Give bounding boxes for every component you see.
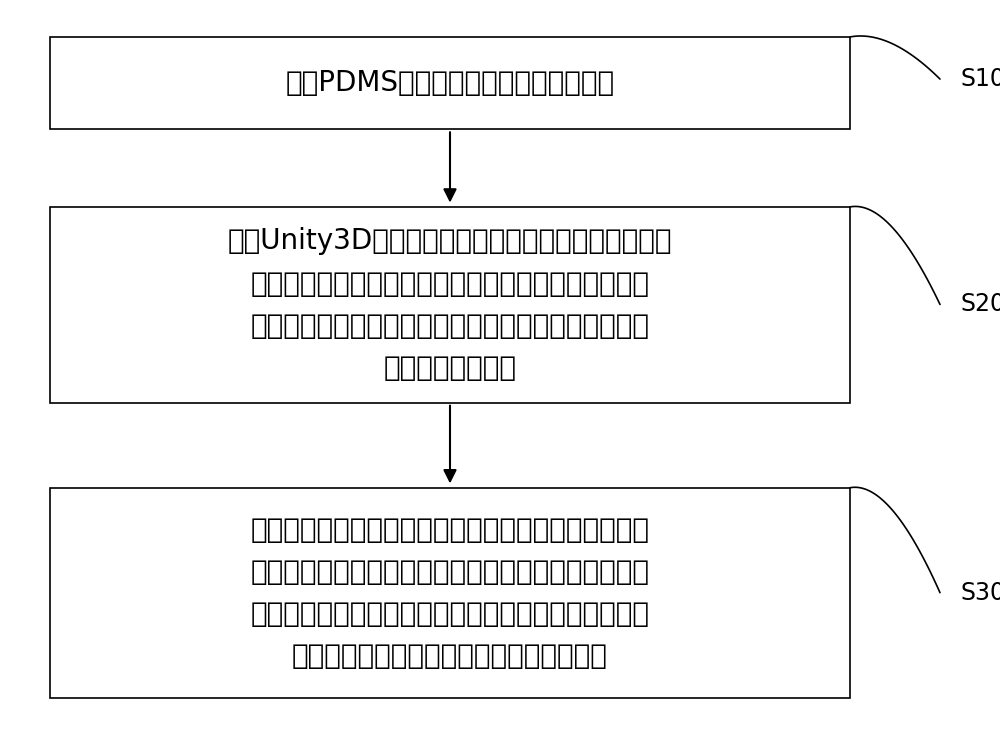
Text: S20: S20: [960, 293, 1000, 316]
Text: S10: S10: [960, 67, 1000, 91]
Text: 利用PDMS建模获取核电厂三维布置模型: 利用PDMS建模获取核电厂三维布置模型: [285, 69, 615, 97]
FancyBboxPatch shape: [50, 207, 850, 403]
Text: 在所述三维虚拟场景中，对用户输入的目标物项进行定
位，并接收用户设置的起点和终点，而且，基于分层导
航网格，在所述三维虚拟场景中进行寻路计算，并根据
寻路计算结: 在所述三维虚拟场景中，对用户输入的目标物项进行定 位，并接收用户设置的起点和终点…: [250, 516, 650, 670]
FancyBboxPatch shape: [50, 488, 850, 698]
FancyBboxPatch shape: [50, 37, 850, 129]
Text: S30: S30: [960, 581, 1000, 605]
Text: 利用Unity3D虚拟仿真引擎，根据所述核电厂三维布置
模型构建核电厂三维虚拟场景，而且，在所述三维虚拟
场景中，将厂房按层划分，并在各层中设置中继点，以
逐层: 利用Unity3D虚拟仿真引擎，根据所述核电厂三维布置 模型构建核电厂三维虚拟场…: [228, 228, 672, 382]
